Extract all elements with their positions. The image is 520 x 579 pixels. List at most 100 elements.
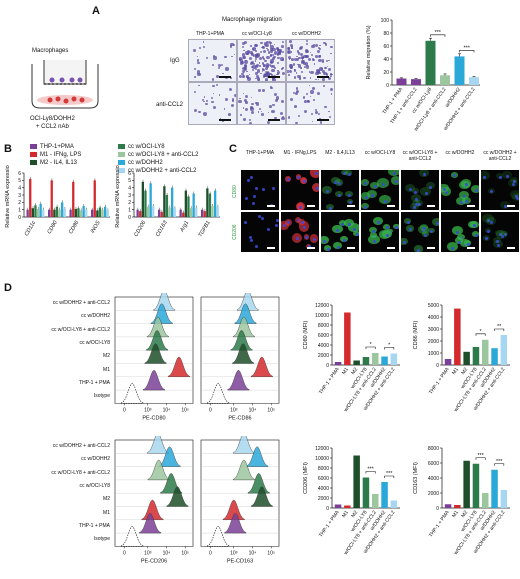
migrated-cell: [314, 55, 318, 59]
nucleus: [336, 245, 340, 249]
migrated-cell: [274, 116, 277, 120]
migrated-cell: [324, 106, 327, 109]
migrated-cell: [266, 41, 269, 44]
migrated-cell: [255, 54, 259, 58]
migrated-cell: [202, 41, 205, 44]
migrated-cell: [239, 59, 244, 63]
x-axis-label: PE-CD86: [228, 415, 251, 421]
nucleus: [417, 248, 421, 252]
significance-bracket: [365, 471, 376, 474]
micro-row-anti-ccl2: anti-CCL2: [156, 102, 184, 108]
nucleus: [487, 229, 491, 233]
legend-swatch: [118, 144, 125, 149]
migrated-cell: [241, 45, 245, 49]
migrated-cell: [218, 94, 221, 96]
micrograph-igg-0: [188, 39, 237, 82]
migrated-cell: [287, 69, 290, 72]
migrated-cell: [287, 47, 290, 50]
legend-label: cc w/DOHH2: [128, 160, 163, 167]
y-tick-label: 1000: [428, 351, 439, 357]
migrated-cell: [238, 57, 242, 60]
migrated-cell: [264, 78, 269, 81]
legend-item: cc w/DOHH2 + anti-CCL2: [118, 168, 197, 174]
y-tick-label: 4000: [428, 315, 439, 321]
migrated-cell: [263, 75, 266, 78]
migrated-cell: [319, 117, 321, 119]
migrated-cell: [238, 74, 242, 78]
nucleus: [393, 171, 397, 175]
cell-marker-signal: [471, 185, 479, 194]
y-tick-label: 0: [436, 363, 439, 369]
migrated-cell: [317, 54, 321, 58]
mfi-cd206-chart: 0 2000 4000 6000 8000 10000 12000 CD206 (MFI) TH…: [303, 446, 400, 556]
bar: [61, 202, 64, 217]
isotype-histogram: [207, 383, 230, 404]
nucleus: [422, 229, 426, 233]
y-tick-label: 0: [326, 506, 329, 512]
migrated-cell: [262, 62, 265, 65]
nucleus: [373, 185, 377, 189]
y-tick-label: 5000: [428, 303, 439, 309]
migrated-cell: [328, 67, 332, 72]
x-tick-label: CD206: [133, 219, 147, 238]
significance-label: *: [370, 342, 373, 348]
migrated-cell: [254, 54, 258, 58]
migrated-cell: [265, 64, 270, 69]
migrated-cell: [241, 42, 245, 46]
legend-swatch: [30, 152, 37, 157]
histogram-curve: [143, 369, 165, 391]
migrated-cell: [215, 75, 219, 79]
migrated-cell: [231, 55, 233, 58]
migrated-cell: [307, 100, 309, 102]
x-tick-label: 0: [123, 550, 126, 556]
x-tick-label: 10⁴: [163, 550, 171, 556]
bar: [144, 190, 147, 217]
histogram-row-label: M2: [103, 496, 110, 503]
x-tick-label: M1: [451, 510, 460, 519]
nucleus: [246, 179, 250, 183]
histogram-curve: [250, 486, 273, 507]
nucleus: [370, 193, 374, 197]
bar: [50, 180, 53, 217]
migrated-cell: [295, 92, 298, 95]
nucleus: [303, 225, 307, 229]
migrated-cell: [269, 45, 274, 50]
histogram-row-label: cc w/DOHH2 + anti-CCL2: [52, 300, 110, 306]
isotype-histogram: [121, 383, 144, 404]
nucleus: [466, 242, 470, 246]
histogram-row-label: Isotype: [93, 393, 110, 400]
migrated-cell: [257, 111, 260, 113]
migrated-cell: [295, 86, 299, 90]
migrated-cell: [313, 98, 316, 101]
nucleus: [275, 223, 279, 227]
bar: [454, 505, 461, 508]
migrated-cell: [193, 109, 197, 113]
migrated-cell: [245, 59, 248, 62]
bar: [463, 351, 470, 365]
y-axis-label: CD163 (MFI): [413, 462, 419, 494]
migrated-cell: [311, 58, 314, 61]
nucleus: [408, 228, 412, 232]
nucleus: [349, 201, 353, 205]
bar: [53, 209, 56, 217]
x-axis-label: PE-CD80: [142, 415, 165, 421]
x-tick-label: 10³: [230, 550, 238, 556]
scale-bar: [387, 205, 395, 207]
migrated-cell: [252, 46, 257, 51]
migrated-cell: [232, 100, 234, 103]
migrated-cell: [289, 44, 293, 48]
if-col-label: THP-1+PMA: [245, 150, 275, 156]
migrated-cell: [273, 66, 276, 69]
y-tick-label: 2000: [318, 353, 329, 359]
histogram-curve: [224, 512, 247, 534]
migrated-cell: [266, 121, 270, 124]
migrated-cell: [242, 57, 245, 60]
micrograph-anti-ccl2-2: [286, 82, 335, 125]
nucleus: [300, 220, 304, 224]
micro-col-dohh2: cc w/DOHH2: [292, 31, 321, 37]
migrated-cell: [326, 66, 329, 68]
legend-item: cc w/OCI-LY8 + anti-CCL2: [118, 152, 198, 158]
scale-bar: [267, 205, 275, 207]
if-image: [401, 212, 439, 252]
panel-label-d: D: [4, 282, 12, 294]
